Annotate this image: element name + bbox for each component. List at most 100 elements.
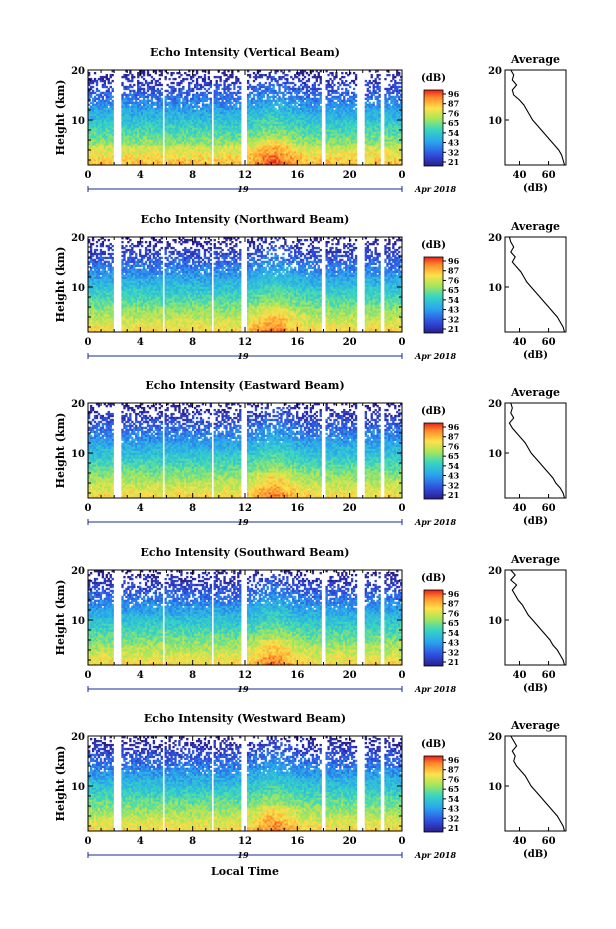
echo-cell	[112, 80, 114, 82]
echo-cell	[178, 88, 180, 90]
echo-cell	[341, 92, 343, 94]
echo-cell	[106, 86, 108, 88]
echo-cell	[137, 98, 139, 100]
echo-cell	[237, 78, 239, 80]
echo-cell	[343, 76, 345, 78]
echo-cell	[172, 72, 174, 74]
echo-cell	[223, 102, 225, 104]
echo-cell	[302, 92, 304, 94]
echo-cell	[208, 88, 210, 90]
echo-cell	[216, 76, 218, 78]
radar-echo-figure: Echo Intensity (Vertical Beam)0 4 8 12 16 20 0…	[0, 0, 616, 929]
echo-cell	[351, 92, 353, 94]
echo-cell	[349, 86, 351, 88]
echo-cell	[286, 74, 288, 76]
echo-cell	[286, 78, 288, 80]
echo-cell	[219, 84, 221, 86]
echo-cell	[223, 96, 225, 98]
echo-cell	[335, 90, 337, 92]
echo-cell	[133, 76, 135, 78]
echo-cell	[155, 102, 157, 104]
echo-cell	[216, 80, 218, 82]
echo-cell	[161, 98, 163, 100]
echo-cell	[123, 74, 125, 76]
echo-cell	[304, 76, 306, 78]
echo-cell	[184, 92, 186, 94]
echo-cell	[331, 72, 333, 74]
echo-cell	[165, 76, 167, 78]
echo-cell	[178, 82, 180, 84]
echo-cell	[159, 78, 161, 80]
echo-cell	[335, 96, 337, 98]
echo-cell	[280, 84, 282, 86]
echo-cell	[341, 72, 343, 74]
echo-cell	[327, 90, 329, 92]
echo-cell	[263, 84, 265, 86]
echo-cell	[112, 74, 114, 76]
echo-cell	[161, 84, 163, 86]
echo-cell	[192, 80, 194, 82]
echo-cell	[333, 84, 335, 86]
echo-cell	[280, 92, 282, 94]
echo-cell	[239, 96, 241, 98]
echo-cell	[168, 102, 170, 104]
echo-cell	[145, 92, 147, 94]
echo-cell	[98, 78, 100, 80]
echo-cell	[184, 96, 186, 98]
echo-cell	[137, 102, 139, 104]
echo-cell	[302, 78, 304, 80]
echo-cell	[271, 88, 273, 90]
echo-cell	[208, 82, 210, 84]
echo-cell	[296, 106, 298, 108]
echo-cell	[194, 94, 196, 96]
echo-cell	[310, 92, 312, 94]
echo-cell	[208, 98, 210, 100]
echo-cell	[327, 80, 329, 82]
echo-cell	[145, 96, 147, 98]
echo-cell	[239, 102, 241, 104]
echo-cell	[94, 72, 96, 74]
echo-cell	[184, 78, 186, 80]
echo-cell	[112, 88, 114, 90]
echo-cell	[247, 80, 249, 82]
echo-cell	[320, 76, 322, 78]
echo-cell	[106, 74, 108, 76]
echo-cell	[294, 84, 296, 86]
echo-cell	[341, 100, 343, 102]
echo-cell	[129, 90, 131, 92]
echo-cell	[129, 80, 131, 82]
echo-cell	[271, 100, 273, 102]
echo-cell	[155, 94, 157, 96]
echo-cell	[168, 92, 170, 94]
echo-cell	[219, 76, 221, 78]
echo-cell	[123, 92, 125, 94]
echo-cell	[320, 106, 322, 108]
echo-cell	[155, 80, 157, 82]
echo-cell	[310, 88, 312, 90]
echo-cell	[208, 104, 210, 106]
heatmap-cells	[88, 70, 402, 165]
echo-cell	[145, 100, 147, 102]
echo-cell	[161, 92, 163, 94]
echo-cell	[288, 86, 290, 88]
echo-cell	[92, 86, 94, 88]
echo-cell	[223, 80, 225, 82]
echo-cell	[112, 100, 114, 102]
echo-cell	[229, 88, 231, 90]
echo-cell	[257, 76, 259, 78]
echo-cell	[263, 74, 265, 76]
echo-cell	[239, 92, 241, 94]
echo-cell	[174, 88, 176, 90]
echo-cell	[129, 106, 131, 108]
echo-cell	[351, 80, 353, 82]
echo-cell	[341, 76, 343, 78]
echo-cell	[280, 76, 282, 78]
echo-cell	[137, 80, 139, 82]
echo-cell	[271, 84, 273, 86]
echo-cell	[341, 80, 343, 82]
echo-cell	[98, 90, 100, 92]
echo-cell	[302, 82, 304, 84]
echo-cell	[180, 74, 182, 76]
echo-cell	[184, 72, 186, 74]
echo-cell	[271, 76, 273, 78]
